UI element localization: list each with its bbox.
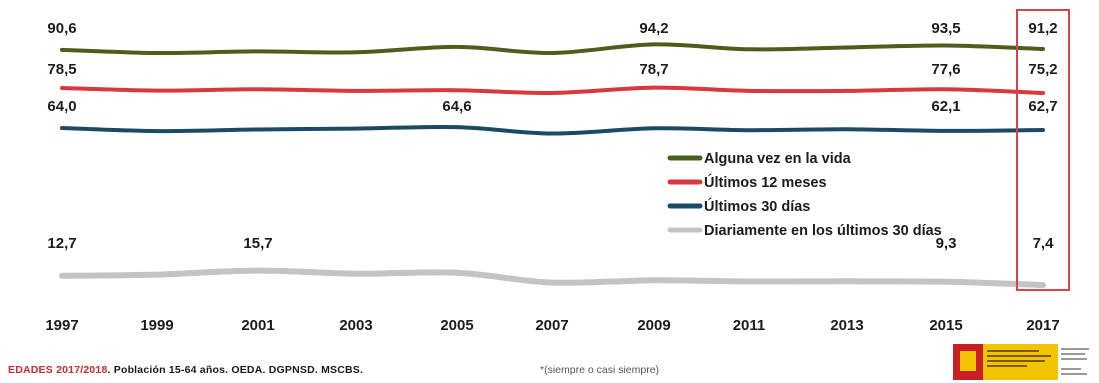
- legend-label: Últimos 12 meses: [704, 173, 827, 191]
- x-tick-label: 2003: [339, 317, 372, 334]
- data-label: 62,7: [1028, 98, 1057, 115]
- data-label: 90,6: [47, 20, 76, 37]
- data-label: 62,1: [931, 98, 960, 115]
- data-label: 75,2: [1028, 61, 1057, 78]
- legend: Alguna vez en la vida Últimos 12 meses Últ…: [667, 151, 942, 239]
- x-tick-label: 2001: [241, 317, 274, 334]
- data-label: 77,6: [931, 61, 960, 78]
- data-label: 93,5: [931, 20, 960, 37]
- x-tick-label: 2011: [733, 317, 766, 334]
- data-label: 64,0: [47, 98, 76, 115]
- legend-label: Últimos 30 días: [704, 197, 810, 215]
- data-label: 91,2: [1028, 20, 1057, 37]
- legend-label: Diariamente en los últimos 30 días: [704, 223, 942, 239]
- x-tick-label: 2015: [929, 317, 962, 334]
- data-label: 12,7: [47, 235, 76, 252]
- source-title: EDADES 2017/2018: [8, 364, 108, 376]
- x-axis-ticks: 1997 1999 2001 2003 2005 2007 2009 2011 2013 2015…: [45, 317, 1059, 334]
- ministry-logo: [953, 344, 1089, 380]
- x-tick-label: 1997: [45, 317, 78, 334]
- data-label: 15,7: [243, 235, 272, 252]
- series-line-2: [60, 85, 1045, 96]
- data-labels: 90,6 94,2 93,5 91,2 78,5 78,7 77,6 75,2 64,0 64,6…: [47, 20, 1057, 252]
- data-label: 9,3: [936, 235, 957, 252]
- series-line-4: [59, 267, 1046, 288]
- series-line-1: [60, 42, 1045, 56]
- highlight-box-2017: [1016, 9, 1070, 291]
- source-citation: EDADES 2017/2018. Población 15-64 años. …: [8, 364, 363, 376]
- x-tick-label: 2005: [440, 317, 473, 334]
- data-label: 78,5: [47, 61, 76, 78]
- x-tick-label: 2009: [637, 317, 670, 334]
- data-label: 94,2: [639, 20, 668, 37]
- data-label: 7,4: [1033, 235, 1055, 252]
- x-tick-label: 1999: [140, 317, 173, 334]
- series-line-3: [60, 124, 1045, 136]
- x-tick-label: 2013: [830, 317, 863, 334]
- data-label: 78,7: [639, 61, 668, 78]
- legend-label: Alguna vez en la vida: [704, 151, 852, 167]
- x-tick-label: 2007: [535, 317, 568, 334]
- x-tick-label: 2017: [1026, 317, 1059, 334]
- footnote: *(siempre o casi siempre): [540, 364, 660, 376]
- series-layer: [59, 42, 1046, 288]
- source-details: . Población 15-64 años. OEDA. DGPNSD. MS…: [107, 364, 364, 376]
- data-label: 64,6: [442, 98, 471, 115]
